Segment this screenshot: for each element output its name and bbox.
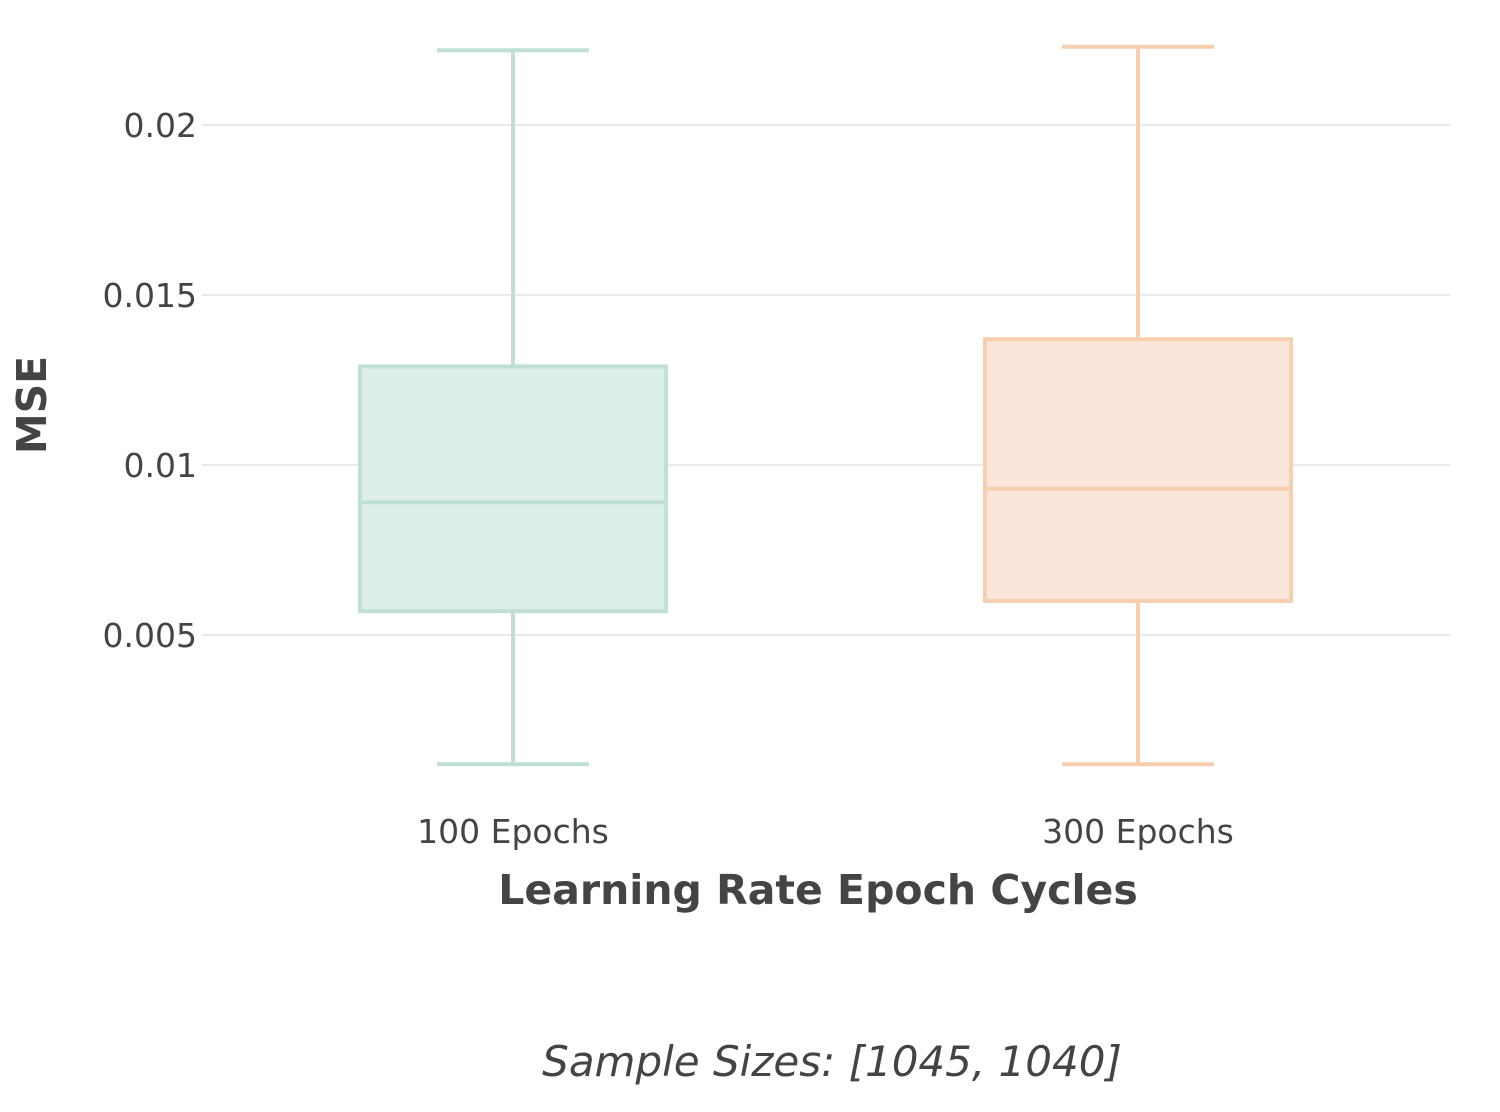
x-tick-label: 100 Epochs [417,812,609,851]
interquartile-box [983,337,1293,603]
sample-sizes-caption: Sample Sizes: [1045, 1040] [542,1037,1122,1086]
interquartile-box [358,364,668,614]
x-tick-label: 300 Epochs [1042,812,1234,851]
box-2 [983,44,1293,767]
y-axis-title: MSE [8,356,56,454]
y-tick-label: 0.005 [103,616,197,655]
y-tick-label: 0.015 [103,276,197,315]
x-axis-title: Learning Rate Epoch Cycles [498,866,1137,914]
y-axis-ticks: 0.005 0.01 0.015 0.02 [103,106,197,655]
y-tick-label: 0.01 [124,446,197,485]
box-1 [358,48,668,767]
y-tick-label: 0.02 [124,106,197,145]
box-series [358,44,1293,767]
x-axis-ticks: 100 Epochs 300 Epochs [417,812,1234,851]
